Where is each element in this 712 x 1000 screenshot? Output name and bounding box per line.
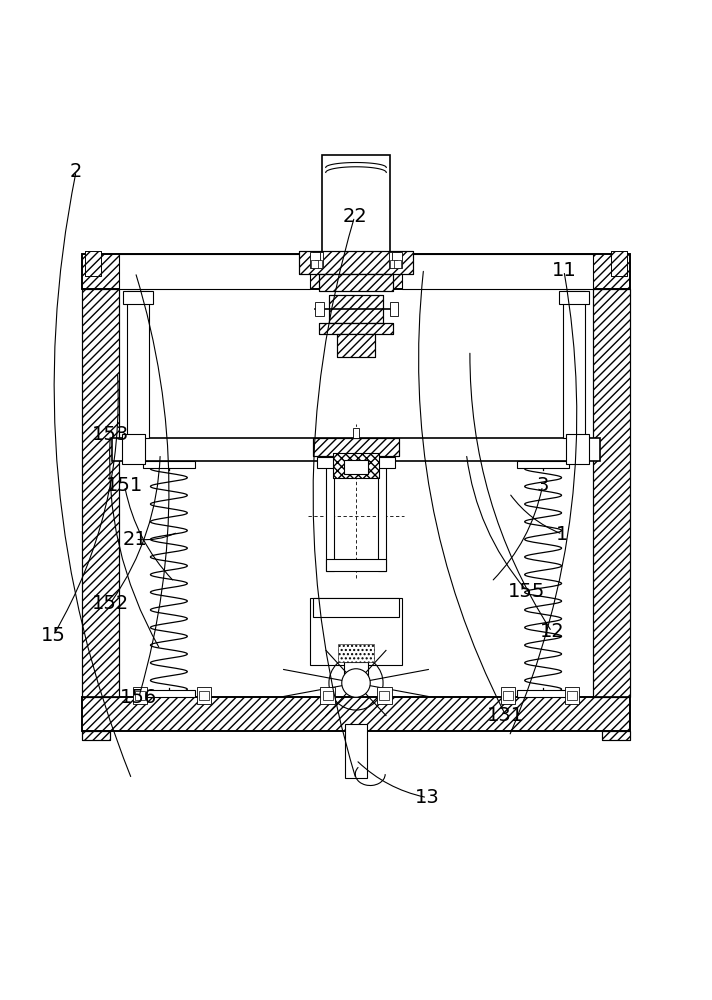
Bar (329, 295, 383, 323)
Bar (320, 687, 335, 704)
Bar (143, 461, 194, 468)
Bar (310, 252, 320, 268)
Text: 11: 11 (552, 261, 576, 280)
Bar (85, 251, 101, 276)
Bar (392, 252, 402, 268)
Bar (338, 644, 374, 662)
Bar (322, 155, 390, 254)
Bar (593, 289, 630, 697)
Bar (501, 687, 515, 704)
Bar (112, 438, 600, 461)
Bar (313, 438, 399, 456)
Bar (313, 438, 399, 456)
Bar (313, 252, 323, 268)
Bar (323, 691, 333, 700)
Bar (133, 687, 147, 704)
Text: 3: 3 (536, 476, 549, 495)
Bar (143, 690, 194, 697)
Text: 153: 153 (92, 425, 129, 444)
Text: 152: 152 (92, 594, 129, 613)
Bar (82, 731, 110, 740)
Bar (394, 260, 401, 268)
Bar (82, 289, 119, 697)
Bar (135, 691, 145, 700)
Text: 13: 13 (415, 788, 439, 807)
Bar (333, 453, 379, 478)
Bar (559, 291, 589, 304)
Bar (197, 687, 211, 704)
Bar (319, 323, 393, 334)
Bar (315, 260, 322, 268)
Bar (377, 687, 392, 704)
Text: 21: 21 (123, 530, 147, 549)
Bar (353, 428, 359, 438)
Bar (82, 254, 630, 289)
Bar (593, 289, 630, 697)
Bar (85, 251, 101, 276)
Bar (82, 254, 630, 289)
Bar (565, 687, 579, 704)
Bar (299, 251, 413, 274)
Text: 131: 131 (487, 706, 524, 725)
Bar (199, 691, 209, 700)
Bar (299, 251, 413, 274)
Bar (326, 461, 335, 571)
Bar (319, 323, 393, 334)
Bar (377, 461, 386, 571)
Circle shape (342, 669, 370, 697)
Bar (82, 289, 119, 697)
Bar (390, 302, 399, 316)
Bar (345, 724, 367, 778)
Text: 1: 1 (556, 525, 569, 544)
Text: 22: 22 (342, 207, 367, 226)
Bar (390, 260, 397, 268)
Text: 15: 15 (41, 626, 66, 645)
Bar (319, 274, 393, 291)
Bar (402, 254, 593, 289)
Bar (122, 434, 145, 464)
Bar (611, 251, 627, 276)
Bar (602, 731, 630, 740)
Bar (566, 434, 589, 464)
Bar (379, 691, 389, 700)
Bar (119, 254, 310, 289)
Bar (311, 260, 318, 268)
Bar (123, 291, 153, 304)
Bar (563, 291, 585, 438)
Bar (326, 559, 386, 571)
Bar (343, 460, 368, 474)
Bar (389, 252, 399, 268)
Bar (82, 731, 110, 740)
Bar (518, 461, 569, 468)
Bar (127, 291, 149, 438)
Bar (319, 274, 393, 291)
Bar (602, 731, 630, 740)
Text: 12: 12 (540, 622, 564, 641)
Bar (611, 251, 627, 276)
Bar (313, 598, 399, 617)
Bar (337, 334, 375, 357)
Bar (310, 598, 402, 665)
Text: 156: 156 (120, 688, 157, 707)
Bar (318, 457, 394, 468)
Bar (503, 691, 513, 700)
Bar (82, 697, 630, 731)
Bar (518, 690, 569, 697)
Bar (567, 691, 577, 700)
Bar (337, 334, 375, 357)
Bar (82, 697, 630, 731)
Bar (333, 453, 379, 478)
Bar (315, 302, 323, 316)
Bar (343, 662, 368, 685)
Text: 151: 151 (106, 476, 143, 495)
Text: 155: 155 (508, 582, 545, 601)
Bar (329, 295, 383, 323)
Text: 2: 2 (70, 162, 83, 181)
